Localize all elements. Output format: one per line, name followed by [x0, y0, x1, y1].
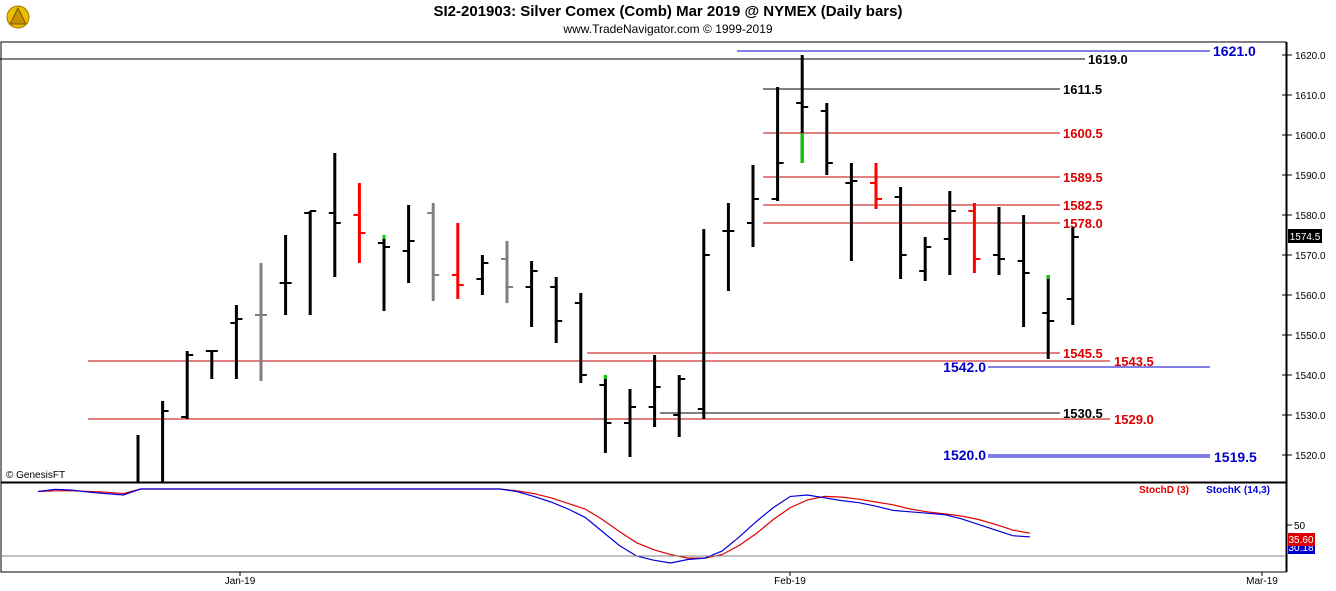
level-label: 1545.5: [1063, 346, 1103, 361]
date-tick-label: Jan-19: [225, 576, 256, 587]
price-tick-label: 1530.0: [1295, 411, 1326, 422]
date-tick-label: Mar-19: [1246, 576, 1278, 587]
price-axis: 1520.0 1530.0 1540.0 1550.0 1560.0 1570.0 1580…: [1282, 51, 1326, 462]
level-label: 1582.5: [1063, 198, 1103, 213]
chart-subtitle: www.TradeNavigator.com © 1999-2019: [563, 22, 773, 36]
level-label: 1619.0: [1088, 52, 1128, 67]
stoch-series-line: [37, 488, 1030, 559]
level-label: 1530.5: [1063, 406, 1103, 421]
stochd-last-badge: [1288, 533, 1315, 546]
stoch-tick-label: 50: [1294, 521, 1306, 532]
level-lines: 1621.0 1619.0 1611.5 1600.5 1589.5 1582.5 1578…: [0, 43, 1257, 465]
logo-icon: [6, 5, 30, 29]
stochk-last-label: 30.18: [1288, 543, 1313, 554]
price-tick-label: 1590.0: [1295, 171, 1326, 182]
stochastic-lines: [1, 488, 1286, 564]
stochd-last-label: 35.60: [1288, 535, 1313, 546]
price-tick-label: 1520.0: [1295, 451, 1326, 462]
level-label: 1578.0: [1063, 216, 1103, 231]
price-tick-label: 1600.0: [1295, 131, 1326, 142]
price-tick-label: 1560.0: [1295, 291, 1326, 302]
level-label: 1542.0: [943, 359, 986, 375]
last-price-label: 1574.5: [1290, 232, 1321, 243]
stoch-panel: [0, 482, 1287, 573]
chart-title: SI2-201903: Silver Comex (Comb) Mar 2019…: [433, 3, 903, 20]
level-label: 1589.5: [1063, 170, 1103, 185]
level-label: 1520.0: [943, 447, 986, 463]
last-price-badge: [1288, 229, 1322, 243]
level-label: 1600.5: [1063, 126, 1103, 141]
level-label: 1543.5: [1114, 354, 1154, 369]
price-tick-label: 1580.0: [1295, 211, 1326, 222]
price-tick-label: 1550.0: [1295, 331, 1326, 342]
watermark-text: © GenesisFT: [6, 470, 65, 481]
level-label: 1611.5: [1063, 82, 1102, 97]
stoch-series-line: [37, 488, 1030, 564]
date-axis: Jan-19 Feb-19 Mar-19: [225, 572, 1278, 587]
date-tick-label: Feb-19: [774, 576, 806, 587]
level-label: 1621.0: [1213, 43, 1256, 59]
price-tick-label: 1540.0: [1295, 371, 1326, 382]
level-label: 1529.0: [1114, 412, 1154, 427]
legend-stochd: StochD (3): [1139, 485, 1189, 496]
level-label: 1519.5: [1214, 449, 1257, 465]
price-tick-label: 1570.0: [1295, 251, 1326, 262]
price-tick-label: 1620.0: [1295, 51, 1326, 62]
price-panel: [0, 41, 1287, 483]
price-bars: [136, 55, 1079, 483]
legend-stochk: StochK (14,3): [1206, 485, 1270, 496]
price-tick-label: 1610.0: [1295, 91, 1326, 102]
